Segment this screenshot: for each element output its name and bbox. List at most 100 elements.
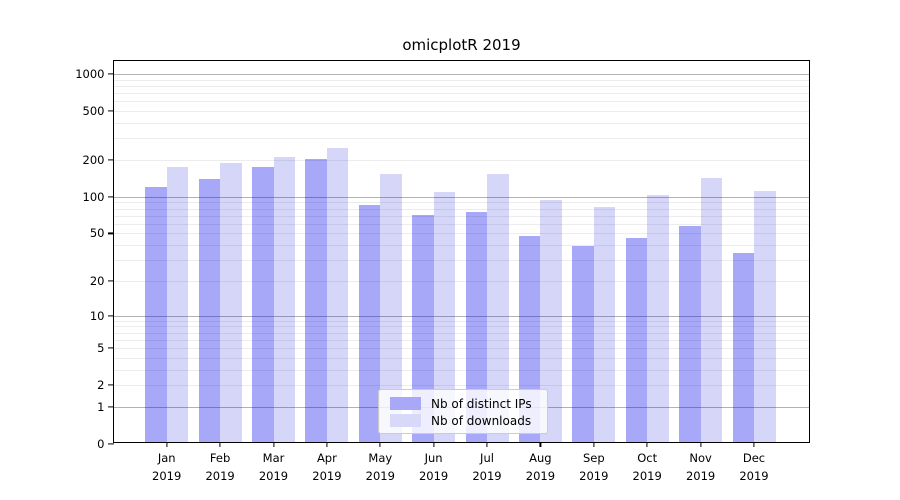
x-tick-label-may: May 2019 [366,450,395,485]
y-tick-label-100: 100 [82,189,105,204]
y-tick-10 [107,315,114,317]
bar-distinct-ips-oct [625,238,648,442]
y-tick-label-5: 5 [97,341,105,355]
x-label-year: 2019 [472,468,502,483]
y-tick-label-50: 50 [89,226,105,241]
y-tick-label-1000: 1000 [75,67,105,81]
y-tick-1 [107,406,114,408]
bar-distinct-ips-may [358,205,381,442]
gridline-minor-300 [113,138,809,140]
legend-swatch-downloads [390,414,421,427]
bar-distinct-ips-sep [572,245,594,442]
x-label-month: Jan [157,451,176,465]
bar-downloads-aug [540,200,562,442]
y-tick-50 [107,232,114,234]
x-label-year: 2019 [152,468,182,483]
x-tick-label-nov: Nov 2019 [686,450,715,485]
gridline-minor-3 [113,369,809,371]
x-tick-sep [593,442,595,447]
gridline-minor-90 [113,202,809,204]
x-tick-jan [166,442,168,447]
bar-downloads-nov [700,178,723,442]
plot-area: 1000 500 200 100 50 20 10 5 2 1 0 Jan 2019 Feb 2019 Mar… [75,60,810,483]
y-tick-100 [107,196,114,198]
bar-distinct-ips-jan [145,186,167,442]
gridline-minor-5 [113,348,809,349]
bar-distinct-ips-jul [465,211,487,442]
gridline-minor-20 [113,281,809,282]
x-label-year: 2019 [365,468,395,483]
x-tick-dec [753,442,755,447]
x-label-year: 2019 [685,468,716,483]
gridline-minor-4 [113,357,809,359]
bar-distinct-ips-mar [252,166,274,442]
bar-downloads-dec [754,190,776,442]
x-label-month: Oct [637,451,658,465]
gridline-major-1000 [113,74,809,75]
x-label-year: 2019 [258,468,289,483]
gridline-minor-50 [113,233,809,235]
x-tick-apr [326,442,328,447]
bar-downloads-mar [273,156,295,442]
x-tick-mar [272,442,275,447]
gridline-minor-400 [113,123,809,124]
x-label-year: 2019 [525,468,556,483]
gridline-major-100 [113,196,809,198]
gridline-minor-60 [113,223,809,225]
gridline-minor-800 [113,86,809,87]
legend-label-downloads: Nb of downloads [431,413,532,428]
x-label-month: Mar [262,451,285,465]
bar-distinct-ips-nov [679,225,701,442]
x-tick-jun [433,442,435,447]
y-tick-label-500: 500 [82,104,105,119]
bar-downloads-may [380,174,402,442]
bar-downloads-oct [647,195,669,442]
bar-distinct-ips-feb [198,179,221,442]
x-tick-oct [646,442,648,447]
gridline-minor-8 [113,326,809,328]
bar-downloads-jan [166,167,189,442]
x-tick-feb [219,442,221,447]
y-tick-5 [107,347,114,349]
legend: Nb of distinct IPs Nb of downloads [378,389,548,434]
y-tick-500 [107,110,114,112]
x-label-month: Nov [689,451,712,465]
gridline-minor-7 [113,332,809,334]
legend-label-distinct-ips: Nb of distinct IPs [431,396,532,411]
x-tick-label-aug: Aug 2019 [526,450,555,485]
gridline-minor-30 [113,260,809,262]
x-tick-aug [539,442,541,447]
bar-downloads-apr [326,148,349,442]
x-tick-label-sep: Sep 2019 [579,450,608,485]
bar-distinct-ips-jun [412,215,434,442]
bar-downloads-jun [433,192,456,442]
gridline-minor-900 [113,79,809,81]
x-label-year: 2019 [312,468,342,483]
x-tick-label-apr: Apr 2019 [312,450,341,485]
y-tick-label-1: 1 [97,399,105,414]
y-tick-label-2: 2 [97,378,105,393]
y-tick-2 [107,384,114,386]
x-tick-label-oct: Oct 2019 [633,450,662,485]
x-tick-label-jan: Jan 2019 [152,450,181,485]
x-label-month: Jun [424,451,443,465]
y-tick-1000 [107,73,114,75]
x-label-month: Dec [742,451,766,465]
gridline-minor-70 [113,215,809,217]
x-tick-label-mar: Mar 2019 [259,450,288,485]
gridline-minor-6 [113,339,809,341]
x-label-month: Aug [529,451,552,465]
y-tick-0 [107,443,114,445]
bar-downloads-sep [593,207,616,442]
legend-swatch-distinct-ips [390,397,421,410]
y-tick-label-0: 0 [97,437,105,451]
x-tick-label-feb: Feb 2019 [205,450,234,485]
x-label-month: Jul [480,451,494,465]
gridline-minor-9 [113,320,809,322]
gridline-minor-2 [113,385,809,387]
x-label-year: 2019 [579,468,609,483]
gridline-minor-700 [113,93,809,95]
y-tick-20 [107,280,114,282]
x-tick-may [379,442,381,447]
